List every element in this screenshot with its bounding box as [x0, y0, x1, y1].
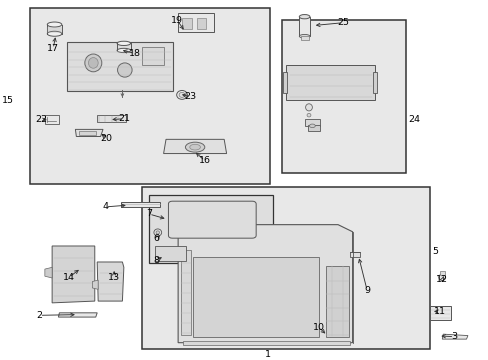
Bar [182, 18, 191, 29]
Bar [349, 252, 360, 257]
Text: 4: 4 [102, 202, 108, 211]
Text: 16: 16 [199, 156, 210, 165]
Bar [300, 36, 308, 40]
Text: 25: 25 [336, 18, 348, 27]
Polygon shape [372, 72, 376, 93]
Ellipse shape [185, 142, 204, 152]
Text: 23: 23 [184, 92, 196, 101]
Ellipse shape [47, 31, 61, 36]
Text: 5: 5 [431, 247, 437, 256]
Text: 7: 7 [146, 210, 152, 219]
Text: 15: 15 [1, 96, 14, 105]
Text: 6: 6 [153, 234, 159, 243]
Polygon shape [58, 313, 97, 317]
Bar [45, 115, 59, 124]
Ellipse shape [88, 58, 98, 68]
Bar [142, 187, 429, 349]
Text: 22: 22 [36, 115, 47, 124]
Ellipse shape [117, 41, 130, 45]
Polygon shape [192, 257, 318, 337]
Text: 2: 2 [37, 311, 42, 320]
Ellipse shape [117, 48, 130, 53]
Ellipse shape [176, 90, 187, 99]
Polygon shape [97, 262, 123, 301]
Bar [178, 13, 214, 32]
Bar [196, 18, 206, 29]
Bar [155, 246, 186, 261]
Ellipse shape [309, 124, 315, 127]
Polygon shape [283, 72, 286, 93]
Text: 8: 8 [153, 256, 159, 265]
Polygon shape [92, 280, 98, 289]
Polygon shape [75, 129, 103, 136]
Bar [30, 8, 270, 184]
Bar [79, 131, 96, 135]
Polygon shape [52, 246, 95, 303]
Bar [439, 271, 444, 275]
Ellipse shape [305, 104, 312, 111]
Bar [299, 17, 309, 36]
Bar [66, 41, 173, 91]
Text: 19: 19 [171, 16, 183, 25]
Ellipse shape [47, 22, 61, 27]
Text: 9: 9 [364, 286, 369, 295]
Text: 20: 20 [100, 134, 112, 143]
Bar [325, 266, 348, 337]
Ellipse shape [84, 54, 102, 72]
Bar [149, 195, 272, 263]
Text: 18: 18 [128, 49, 140, 58]
Bar [429, 306, 449, 320]
Ellipse shape [299, 14, 309, 19]
Ellipse shape [179, 93, 184, 98]
Text: 21: 21 [118, 114, 130, 123]
Bar [307, 125, 320, 131]
Bar [180, 249, 191, 335]
Bar [121, 202, 160, 207]
Text: 3: 3 [450, 332, 456, 341]
Bar [97, 115, 125, 122]
Ellipse shape [154, 229, 162, 236]
Polygon shape [178, 225, 352, 343]
Bar [142, 47, 163, 65]
Text: 12: 12 [435, 275, 447, 284]
Text: 13: 13 [108, 273, 120, 282]
Ellipse shape [306, 113, 310, 117]
Polygon shape [45, 267, 52, 278]
Bar [183, 341, 349, 345]
FancyBboxPatch shape [168, 201, 256, 238]
Text: 24: 24 [408, 115, 420, 124]
Text: 17: 17 [47, 44, 59, 53]
Text: 11: 11 [433, 307, 445, 316]
Text: 1: 1 [264, 350, 270, 359]
Ellipse shape [299, 35, 309, 38]
Ellipse shape [117, 63, 132, 77]
Bar [282, 20, 405, 173]
Bar [305, 120, 319, 126]
Ellipse shape [189, 144, 200, 150]
Ellipse shape [156, 231, 159, 234]
Ellipse shape [438, 274, 445, 280]
Polygon shape [163, 139, 226, 154]
Text: 14: 14 [63, 273, 75, 282]
Bar [285, 65, 375, 100]
Polygon shape [441, 334, 467, 339]
Text: 10: 10 [312, 323, 324, 332]
